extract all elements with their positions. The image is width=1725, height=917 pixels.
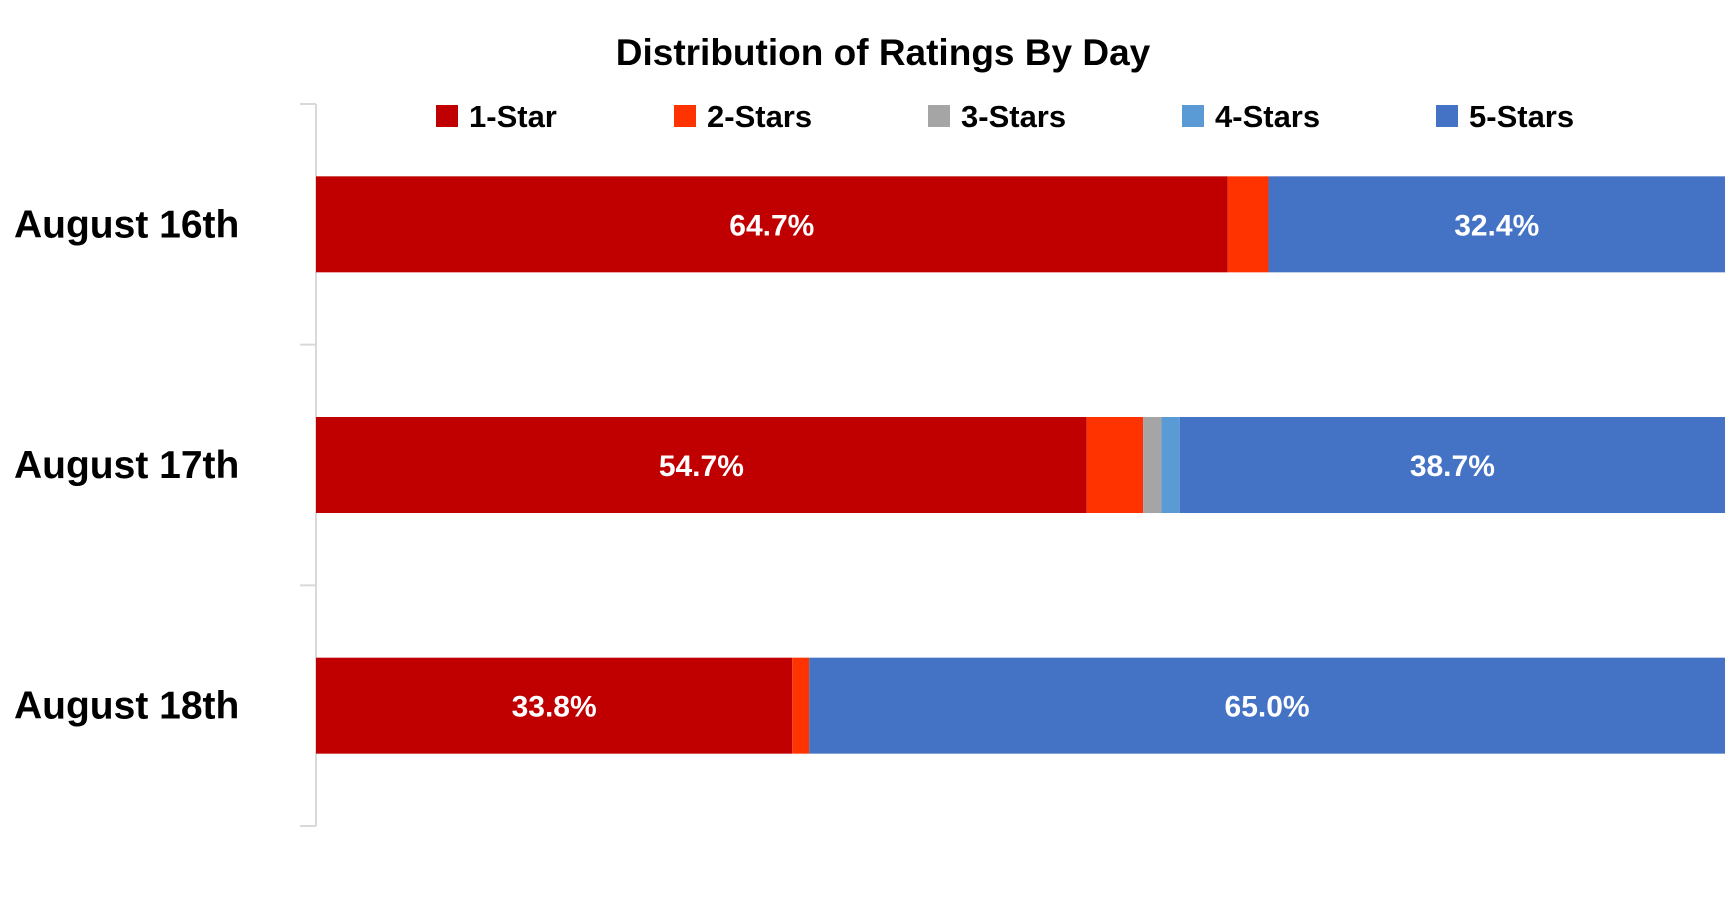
legend-label-1-star: 1-Star bbox=[469, 99, 557, 134]
legend-label-4-stars: 4-Stars bbox=[1215, 99, 1320, 134]
legend-label-2-stars: 2-Stars bbox=[707, 99, 812, 134]
data-labels: 64.7% 32.4% 54.7% 38.7% 33.8% 65.0% bbox=[512, 209, 1540, 723]
bar-3-stars-august-17th bbox=[1143, 417, 1162, 513]
legend-item-1-star: 1-Star bbox=[436, 99, 557, 134]
category-axis bbox=[300, 103, 317, 827]
legend-label-3-stars: 3-Stars bbox=[961, 99, 1066, 134]
legend: 1-Star 2-Stars 3-Stars 4-Stars 5-Stars bbox=[436, 99, 1574, 134]
bar-4-stars-august-17th bbox=[1161, 417, 1180, 513]
bar-5-stars-august-18th bbox=[809, 657, 1725, 754]
data-label-5-stars-august-17th: 38.7% bbox=[1410, 450, 1495, 483]
bar-1-star-august-16th bbox=[316, 176, 1228, 273]
category-labels: August 16th August 17th August 18th bbox=[14, 203, 239, 727]
bar-2-stars-august-18th bbox=[792, 657, 810, 754]
bar-5-stars-august-16th bbox=[1268, 176, 1725, 273]
legend-swatch-5-stars bbox=[1436, 105, 1458, 127]
legend-swatch-2-stars bbox=[674, 105, 696, 127]
bar-1-star-august-17th bbox=[316, 417, 1087, 513]
bar-2-stars-august-16th bbox=[1227, 176, 1269, 273]
legend-item-3-stars: 3-Stars bbox=[928, 99, 1066, 134]
category-label-august-18th: August 18th bbox=[14, 685, 239, 728]
bar-2-stars-august-17th bbox=[1086, 417, 1144, 513]
bar-5-stars-august-17th bbox=[1179, 417, 1725, 513]
legend-item-4-stars: 4-Stars bbox=[1182, 99, 1320, 134]
legend-label-5-stars: 5-Stars bbox=[1469, 99, 1574, 134]
data-label-1-star-august-18th: 33.8% bbox=[512, 691, 597, 724]
legend-swatch-1-star bbox=[436, 105, 458, 127]
legend-item-5-stars: 5-Stars bbox=[1436, 99, 1574, 134]
bars-group bbox=[316, 176, 1725, 754]
legend-swatch-3-stars bbox=[928, 105, 950, 127]
legend-swatch-4-stars bbox=[1182, 105, 1204, 127]
chart-title: Distribution of Ratings By Day bbox=[616, 32, 1151, 73]
bar-1-star-august-18th bbox=[316, 657, 793, 754]
legend-item-2-stars: 2-Stars bbox=[674, 99, 812, 134]
category-label-august-16th: August 16th bbox=[14, 203, 239, 246]
data-label-1-star-august-16th: 64.7% bbox=[729, 209, 814, 242]
category-label-august-17th: August 17th bbox=[14, 444, 239, 487]
data-label-5-stars-august-16th: 32.4% bbox=[1454, 209, 1539, 242]
data-label-1-star-august-17th: 54.7% bbox=[659, 450, 744, 483]
data-label-5-stars-august-18th: 65.0% bbox=[1225, 691, 1310, 724]
